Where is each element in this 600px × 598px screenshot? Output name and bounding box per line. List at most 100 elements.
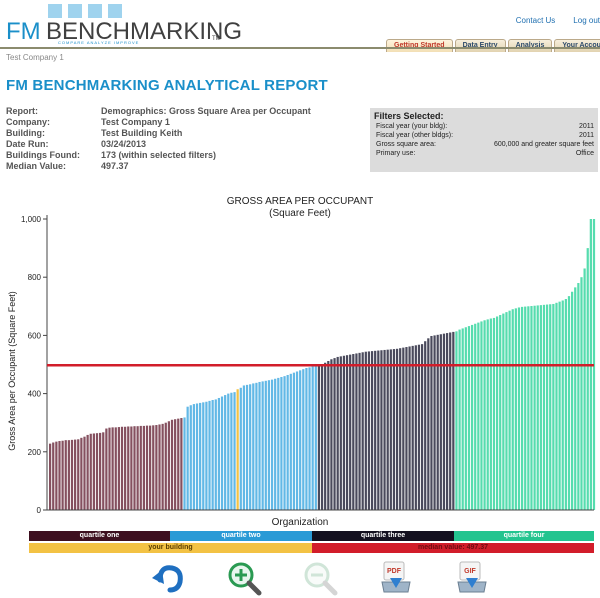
zoom-in-icon[interactable] — [226, 560, 262, 596]
bar-quartile-four — [514, 308, 517, 510]
bar-quartile-two — [264, 380, 267, 510]
top-links: Contact Us Log out — [498, 16, 600, 25]
bar-quartile-one — [89, 433, 92, 510]
bar-quartile-four — [558, 301, 561, 510]
bar-quartile-four — [570, 291, 574, 510]
bar-quartile-four — [492, 317, 496, 510]
bar-quartile-two — [220, 396, 224, 510]
bar-quartile-one — [114, 427, 117, 510]
bar-quartile-three — [342, 355, 346, 510]
bar-quartile-four — [508, 310, 511, 510]
bar-quartile-one — [124, 426, 127, 510]
detail-label: Date Run: — [6, 139, 49, 149]
log-out-link[interactable]: Log out — [573, 16, 600, 25]
bar-quartile-four — [527, 306, 530, 510]
bar-quartile-two — [283, 376, 286, 510]
bar-quartile-three — [345, 355, 349, 510]
detail-label: Company: — [6, 117, 51, 127]
bar-quartile-four — [542, 304, 546, 510]
filter-label: Gross square area: — [376, 141, 436, 148]
bar-quartile-three — [408, 346, 411, 510]
bar-quartile-four — [586, 248, 589, 510]
bar-quartile-four — [461, 328, 464, 510]
bar-quartile-three — [414, 345, 417, 510]
detail-row-median-value: Median Value: 497.37 — [6, 161, 311, 172]
zoom-out-icon[interactable] — [302, 560, 338, 596]
bar-quartile-two — [189, 405, 192, 510]
bar-quartile-two — [258, 381, 261, 510]
bar-quartile-four — [517, 307, 521, 510]
contact-us-link[interactable]: Contact Us — [515, 16, 556, 25]
bar-quartile-two — [255, 382, 258, 510]
detail-label: Report: — [6, 106, 38, 116]
bar-quartile-four — [567, 296, 571, 510]
bar-your-building — [236, 389, 239, 510]
tab-data-entry[interactable]: Data Entry — [454, 39, 506, 52]
filter-value: 600,000 and greater square feet — [493, 141, 594, 148]
bar-quartile-four — [486, 319, 489, 510]
bar-quartile-three — [364, 351, 367, 510]
bar-quartile-two — [299, 370, 302, 510]
tab-analysis[interactable]: Analysis — [507, 39, 553, 52]
header-divider — [0, 47, 600, 49]
bar-quartile-three — [424, 341, 427, 510]
bar-quartile-one — [117, 427, 120, 510]
legend-quartile-one: quartile one — [29, 531, 170, 541]
bar-quartile-three — [380, 350, 383, 510]
bar-quartile-four — [477, 322, 480, 510]
bar-quartile-four — [549, 304, 552, 510]
bar-quartile-four — [536, 305, 539, 510]
bar-quartile-four — [470, 324, 474, 510]
fm-benchmarking-logo[interactable]: FM BENCHMARKING TM COMPARE ANALYZE IMPRO… — [6, 4, 242, 45]
company-name: Test Company 1 — [6, 53, 64, 62]
detail-row-date-run: Date Run: 03/24/2013 — [6, 139, 311, 150]
tab-your-account[interactable]: Your Account — [554, 39, 600, 52]
bar-quartile-one — [161, 423, 164, 510]
pdf-download-icon[interactable]: PDF — [378, 560, 414, 596]
bar-quartile-one — [92, 433, 95, 510]
bar-quartile-four — [480, 321, 483, 510]
bar-quartile-one — [145, 425, 149, 510]
back-arrow-icon[interactable] — [150, 560, 186, 596]
tab-getting-started[interactable]: Getting Started — [386, 39, 453, 52]
filter-row: Fiscal year (other bldgs): 2011 — [374, 131, 594, 140]
bar-quartile-three — [399, 348, 402, 510]
legend-median-value: median value: 497.37 — [312, 543, 594, 553]
bar-quartile-two — [242, 385, 246, 510]
chart-subtitle: (Square Feet) — [269, 208, 331, 219]
bar-quartile-one — [120, 426, 124, 510]
x-axis-label: Organization — [271, 517, 329, 528]
detail-value: 497.37 — [101, 161, 129, 171]
y-tick-label: 400 — [28, 390, 42, 399]
bar-quartile-two — [183, 417, 186, 510]
detail-value: Test Building Keith — [101, 128, 183, 138]
bar-quartile-one — [139, 425, 142, 510]
bar-quartile-two — [233, 392, 236, 510]
detail-value: 03/24/2013 — [101, 139, 147, 149]
marker-legend: your building median value: 497.37 — [29, 543, 594, 553]
bar-quartile-four — [539, 305, 542, 510]
y-tick-label: 800 — [28, 273, 42, 282]
bar-quartile-two — [308, 367, 311, 510]
bar-quartile-one — [102, 432, 105, 510]
bar-quartile-one — [80, 437, 83, 510]
bar-quartile-two — [311, 366, 314, 510]
bar-quartile-two — [211, 400, 214, 510]
bar-quartile-four — [520, 306, 524, 510]
bar-quartile-three — [370, 351, 374, 510]
chart-title-block: GROSS AREA PER OCCUPANT (Square Feet) — [0, 196, 600, 220]
y-tick-label: 0 — [37, 506, 42, 515]
filter-row: Gross square area: 600,000 and greater sq… — [374, 140, 594, 149]
pdf-icon-label: PDF — [387, 568, 402, 575]
bar-quartile-two — [195, 403, 199, 510]
bar-quartile-one — [64, 440, 67, 510]
detail-row-report: Report: Demographics: Gross Square Area p… — [6, 106, 311, 117]
bar-quartile-four — [505, 312, 508, 510]
bar-quartile-three — [327, 361, 330, 510]
bar-quartile-one — [127, 426, 130, 510]
bar-quartile-three — [361, 352, 364, 510]
gif-download-icon[interactable]: GIF — [454, 560, 490, 596]
gif-icon-label: GIF — [464, 568, 476, 575]
bar-quartile-three — [333, 358, 336, 510]
bar-quartile-two — [252, 383, 255, 510]
